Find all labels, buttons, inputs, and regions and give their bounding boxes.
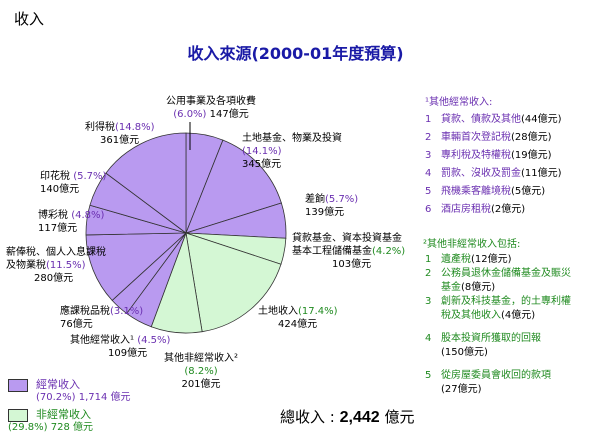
slice-label-duties: 應課稅品稅(3.1%) 76億元 <box>60 306 144 330</box>
slice-label-land-fund: 土地基金、物業及投資 (14.1%) 345億元 <box>242 133 342 170</box>
slice-label-betting-duty: 博彩稅 (4.8%) 117億元 <box>38 210 105 234</box>
pie-slice-8 <box>85 232 188 301</box>
pie-slice-11 <box>105 132 187 234</box>
pie-slice-1 <box>185 139 282 234</box>
chart-title: 收入來源(2000-01年度預算) <box>187 44 404 63</box>
slice-label-other-nonrecurrent: 其他非經常收入² (8.2%) 201億元 <box>164 353 239 390</box>
page-corner-label: 收入 <box>14 10 45 28</box>
total-revenue: 總收入 : 2,442 億元 <box>280 408 415 426</box>
notes-recurrent-item: 4 罰款、沒收及罰金(11億元) <box>425 168 562 179</box>
legend-recurrent: 經常收入 (70.2%) 1,714 億元 <box>36 378 131 403</box>
legend-swatch-recurrent <box>8 379 28 392</box>
slice-label-salaries-tax: 薪俸稅、個人入息課稅 及物業稅(11.5%) 280億元 <box>6 247 106 284</box>
notes-recurrent-item: 5 飛機乘客離境稅(5億元) <box>425 186 546 197</box>
notes-nonrecurrent-item: 4 股本投資所獲取的回報 (150億元) <box>425 333 541 358</box>
slice-label-rates: 差餉(5.7%) 139億元 <box>305 194 359 218</box>
notes-nonrecurrent-item: 1 遺產稅(12億元) <box>425 254 512 265</box>
notes-recurrent-item: 1 貸款、債款及其他(44億元) <box>425 114 562 125</box>
notes-nonrecurrent-item: 3 創新及科技基金，的土專利權 稅及其他收入(4億元) <box>425 296 571 321</box>
slice-label-other-recurrent: 其他經常收入¹ (4.5%) 109億元 <box>70 335 171 359</box>
notes-nonrecurrent-heading: ²其他非經常收入包括: <box>423 239 521 250</box>
notes-nonrecurrent-item: 2 公務員退休金儲備基金及賑災 基金(8億元) <box>425 268 571 293</box>
notes-recurrent-item: 2 車輛首次登記稅(28億元) <box>425 132 552 143</box>
slice-label-utilities: 公用事業及各項收費 (6.0%) 147億元 <box>166 96 256 120</box>
notes-recurrent-item: 3 專利稅及特權稅(19億元) <box>425 150 552 161</box>
slice-label-land-revenue: 土地收入(17.4%) 424億元 <box>258 306 338 330</box>
legend-swatch-nonrecurrent <box>8 409 28 422</box>
legend-nonrecurrent: 非經常收入 (29.8%) 728 億元 <box>8 408 94 433</box>
notes-nonrecurrent-item: 5 從房屋委員會收回的款項 (27億元) <box>425 370 551 395</box>
pie-slice-4 <box>185 232 282 333</box>
slice-label-loan-funds: 貸款基金、資本投資基金 基本工程儲備基金(4.2%) 103億元 <box>292 233 406 270</box>
slice-label-stamp-duty: 印花稅 (5.7%) 140億元 <box>40 171 107 195</box>
notes-recurrent-item: 6 酒店房租稅(2億元) <box>425 204 526 215</box>
notes-recurrent-heading: ¹其他經常收入: <box>425 97 493 108</box>
slice-label-profits-tax: 利得稅(14.8%) 361億元 <box>85 122 155 146</box>
